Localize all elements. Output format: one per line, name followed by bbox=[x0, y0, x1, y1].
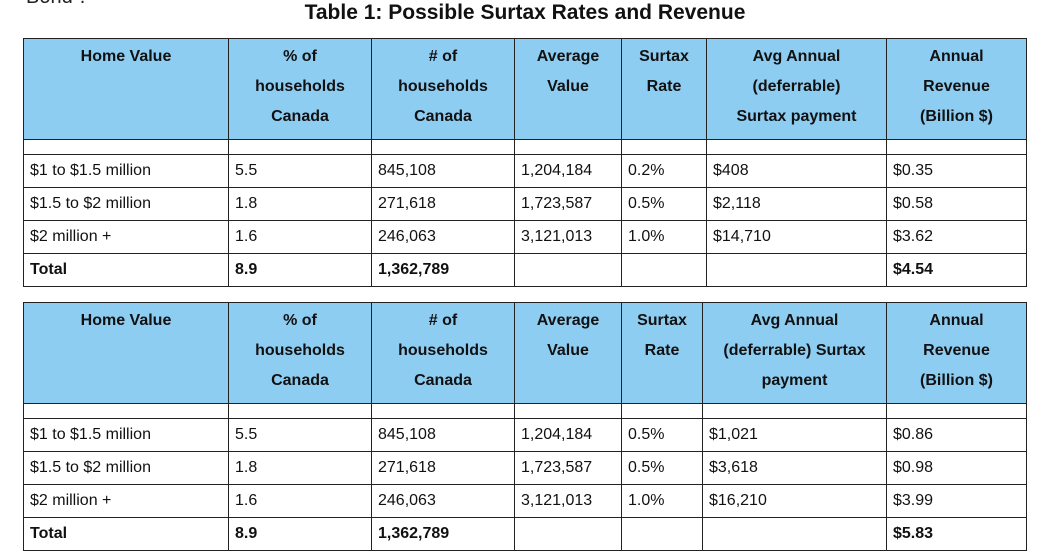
cell-rate: 0.2% bbox=[621, 154, 707, 188]
table-2-header-row: Home Value % of households Canada # of hous… bbox=[23, 302, 1027, 404]
cell-revenue: $0.98 bbox=[886, 451, 1027, 485]
cell-revenue: $4.54 bbox=[886, 253, 1027, 287]
cell-home-value: $1.5 to $2 million bbox=[23, 451, 229, 485]
table-row: $1 to $1.5 million 5.5 845,108 1,204,184… bbox=[23, 154, 1027, 188]
cell-average: 1,204,184 bbox=[514, 418, 622, 452]
cell-percent: 1.6 bbox=[228, 220, 372, 254]
cell-payment: $1,021 bbox=[702, 418, 887, 452]
header-avg-annual-payment: Avg Annual (deferrable) Surtax payment bbox=[702, 302, 887, 404]
cell-average: 1,204,184 bbox=[514, 154, 622, 188]
cell-count: 845,108 bbox=[371, 154, 515, 188]
cell-revenue: $3.99 bbox=[886, 484, 1027, 518]
table-row: $1.5 to $2 million 1.8 271,618 1,723,587… bbox=[23, 451, 1027, 485]
header-annual-revenue: Annual Revenue (Billion $) bbox=[886, 302, 1027, 404]
header-annual-revenue: Annual Revenue (Billion $) bbox=[886, 38, 1027, 140]
table-1-spacer-row bbox=[23, 139, 1027, 155]
cell-home-value: Total bbox=[23, 517, 229, 551]
cell-revenue: $5.83 bbox=[886, 517, 1027, 551]
cell-count: 271,618 bbox=[371, 187, 515, 221]
cell-average bbox=[514, 253, 622, 287]
cell-revenue: $0.58 bbox=[886, 187, 1027, 221]
cell-payment: $14,710 bbox=[706, 220, 887, 254]
cell-home-value: $1 to $1.5 million bbox=[23, 418, 229, 452]
cell-rate: 0.5% bbox=[621, 418, 703, 452]
cell-home-value: $2 million + bbox=[23, 484, 229, 518]
cell-average: 3,121,013 bbox=[514, 484, 622, 518]
cell-rate: 0.5% bbox=[621, 187, 707, 221]
header-home-value: Home Value bbox=[23, 302, 229, 404]
table-1-header-row: Home Value % of households Canada # of hous… bbox=[23, 38, 1027, 140]
cell-count: 271,618 bbox=[371, 451, 515, 485]
table-row: $1 to $1.5 million 5.5 845,108 1,204,184… bbox=[23, 418, 1027, 452]
table-total-row: Total 8.9 1,362,789 $5.83 bbox=[23, 517, 1027, 551]
header-surtax-rate: Surtax Rate bbox=[621, 302, 703, 404]
cell-rate bbox=[621, 517, 703, 551]
header-home-value: Home Value bbox=[23, 38, 229, 140]
table-row: $1.5 to $2 million 1.8 271,618 1,723,587… bbox=[23, 187, 1027, 221]
header-surtax-rate: Surtax Rate bbox=[621, 38, 707, 140]
cell-percent: 1.6 bbox=[228, 484, 372, 518]
cell-percent: 5.5 bbox=[228, 154, 372, 188]
cell-rate: 1.0% bbox=[621, 220, 707, 254]
cell-rate: 1.0% bbox=[621, 484, 703, 518]
table-row: $2 million + 1.6 246,063 3,121,013 1.0% … bbox=[23, 220, 1027, 254]
cell-revenue: $3.62 bbox=[886, 220, 1027, 254]
cell-average: 1,723,587 bbox=[514, 187, 622, 221]
cell-rate: 0.5% bbox=[621, 451, 703, 485]
header-percent-households: % of households Canada bbox=[228, 38, 372, 140]
cell-rate bbox=[621, 253, 707, 287]
cell-revenue: $0.35 bbox=[886, 154, 1027, 188]
cell-payment: $3,618 bbox=[702, 451, 887, 485]
previous-text-fragment: Bond". bbox=[26, 0, 85, 9]
cell-count: 1,362,789 bbox=[371, 517, 515, 551]
cell-average bbox=[514, 517, 622, 551]
cell-payment: $408 bbox=[706, 154, 887, 188]
table-row: $2 million + 1.6 246,063 3,121,013 1.0% … bbox=[23, 484, 1027, 518]
header-average-value: Average Value bbox=[514, 302, 622, 404]
cell-count: 246,063 bbox=[371, 484, 515, 518]
header-average-value: Average Value bbox=[514, 38, 622, 140]
cell-percent: 5.5 bbox=[228, 418, 372, 452]
cell-count: 246,063 bbox=[371, 220, 515, 254]
header-avg-annual-payment: Avg Annual (deferrable) Surtax payment bbox=[706, 38, 887, 140]
surtax-table-2: Home Value % of households Canada # of hous… bbox=[23, 302, 1027, 551]
cell-home-value: Total bbox=[23, 253, 229, 287]
cell-payment: $2,118 bbox=[706, 187, 887, 221]
cell-revenue: $0.86 bbox=[886, 418, 1027, 452]
cell-count: 845,108 bbox=[371, 418, 515, 452]
cell-percent: 8.9 bbox=[228, 517, 372, 551]
header-number-households: # of households Canada bbox=[371, 302, 515, 404]
cell-payment: $16,210 bbox=[702, 484, 887, 518]
surtax-table-1: Home Value % of households Canada # of hous… bbox=[23, 38, 1027, 287]
cell-percent: 8.9 bbox=[228, 253, 372, 287]
table-title: Table 1: Possible Surtax Rates and Reven… bbox=[304, 1, 746, 24]
cell-home-value: $1 to $1.5 million bbox=[23, 154, 229, 188]
cell-average: 1,723,587 bbox=[514, 451, 622, 485]
cell-percent: 1.8 bbox=[228, 187, 372, 221]
cell-home-value: $1.5 to $2 million bbox=[23, 187, 229, 221]
table-2-spacer-row bbox=[23, 403, 1027, 419]
cell-payment bbox=[706, 253, 887, 287]
cell-average: 3,121,013 bbox=[514, 220, 622, 254]
cell-payment bbox=[702, 517, 887, 551]
header-number-households: # of households Canada bbox=[371, 38, 515, 140]
cell-home-value: $2 million + bbox=[23, 220, 229, 254]
table-total-row: Total 8.9 1,362,789 $4.54 bbox=[23, 253, 1027, 287]
cell-percent: 1.8 bbox=[228, 451, 372, 485]
header-percent-households: % of households Canada bbox=[228, 302, 372, 404]
cell-count: 1,362,789 bbox=[371, 253, 515, 287]
